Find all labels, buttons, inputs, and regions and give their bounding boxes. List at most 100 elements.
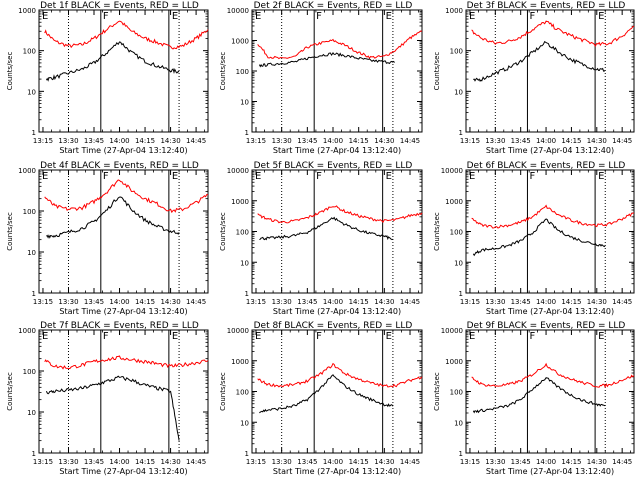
plot-frame — [38, 329, 209, 454]
x-tick-label: 13:45 — [297, 458, 317, 466]
interval-annotation: E — [598, 171, 604, 182]
y-tick-label: 100 — [236, 68, 249, 76]
x-tick-label: 14:45 — [186, 137, 206, 145]
x-tick-label: 14:15 — [135, 458, 155, 466]
interval-annotation: E — [469, 171, 475, 182]
x-tick-label: 14:45 — [186, 298, 206, 306]
chart-title: Det 7f BLACK = Events, RED = LLD — [40, 321, 199, 331]
interval-annotation: F — [529, 331, 535, 342]
series-lld-line — [471, 204, 635, 229]
y-tick-label: 10 — [240, 419, 249, 427]
x-tick-label: 13:15 — [33, 137, 53, 145]
x-axis-label: Start Time (27-Apr-04 13:12:40) — [486, 307, 614, 316]
x-tick-label: 13:45 — [84, 458, 104, 466]
interval-annotation: F — [316, 11, 322, 22]
y-tick-label: 1 — [459, 129, 463, 137]
x-tick-label: 14:15 — [561, 458, 581, 466]
y-tick-label: 10000 — [441, 327, 463, 335]
plot-frame — [465, 329, 635, 454]
x-tick-label: 14:00 — [323, 137, 343, 145]
y-axis-label: Counts/sec — [219, 212, 227, 251]
interval-annotation: E — [172, 171, 178, 182]
interval-annotation: F — [316, 331, 322, 342]
x-tick-label: 13:45 — [511, 458, 531, 466]
chart-title: Det 6f BLACK = Events, RED = LLD — [467, 161, 626, 171]
x-tick-label: 13:45 — [84, 137, 104, 145]
x-tick-label: 14:45 — [400, 137, 420, 145]
x-tick-label: 14:30 — [587, 298, 607, 306]
y-tick-label: 1000 — [445, 198, 463, 206]
series-events-line — [45, 375, 180, 441]
series-events-line — [259, 374, 394, 414]
plot-frame — [38, 9, 209, 133]
y-tick-label: 1000 — [445, 7, 463, 15]
panel-det-3: Det 3f BLACK = Events, RED = LLD Counts/s… — [433, 1, 635, 155]
x-tick-label: 13:30 — [485, 298, 505, 306]
y-tick-label: 100 — [236, 229, 249, 237]
x-axis-label: Start Time (27-Apr-04 13:12:40) — [59, 467, 187, 476]
x-tick-label: 14:30 — [374, 298, 394, 306]
y-tick-label: 100 — [450, 389, 463, 397]
interval-annotation: E — [386, 331, 392, 342]
x-tick-label: 14:15 — [135, 298, 155, 306]
y-axis-label: Counts/sec — [6, 212, 14, 251]
y-tick-label: 10 — [27, 409, 36, 417]
interval-annotation: E — [386, 11, 392, 22]
series-events-line — [46, 196, 180, 239]
series-lld-line — [257, 30, 423, 60]
x-tick-label: 13:15 — [460, 298, 480, 306]
interval-annotation: E — [469, 331, 475, 342]
x-tick-label: 13:45 — [511, 298, 531, 306]
interval-annotation: E — [386, 171, 392, 182]
series-events-line — [472, 377, 606, 414]
panel-det-4: Det 4f BLACK = Events, RED = LLD Counts/s… — [6, 161, 209, 316]
chart-title: Det 3f BLACK = Events, RED = LLD — [467, 1, 626, 11]
x-tick-label: 14:45 — [612, 137, 632, 145]
x-tick-label: 14:15 — [349, 458, 369, 466]
plot-frame — [38, 169, 209, 294]
interval-annotation: E — [172, 11, 178, 22]
interval-annotation: E — [172, 331, 178, 342]
interval-annotation: E — [42, 171, 48, 182]
x-tick-label: 14:00 — [536, 458, 556, 466]
x-tick-label: 14:45 — [400, 298, 420, 306]
x-axis-label: Start Time (27-Apr-04 13:12:40) — [273, 146, 401, 155]
x-tick-label: 13:45 — [297, 298, 317, 306]
interval-annotation: E — [598, 331, 604, 342]
interval-annotation: F — [529, 11, 535, 22]
x-axis-label: Start Time (27-Apr-04 13:12:40) — [273, 467, 401, 476]
y-tick-label: 10 — [240, 99, 249, 107]
x-tick-label: 14:30 — [160, 137, 180, 145]
y-axis-label: Counts/sec — [6, 372, 14, 411]
plot-frame — [251, 329, 423, 454]
y-tick-label: 10 — [454, 259, 463, 267]
x-tick-label: 13:30 — [272, 458, 292, 466]
y-tick-label: 1 — [245, 129, 249, 137]
x-tick-label: 13:30 — [58, 137, 78, 145]
x-tick-label: 14:30 — [374, 458, 394, 466]
y-tick-label: 10000 — [441, 167, 463, 175]
y-tick-label: 1000 — [18, 327, 36, 335]
y-tick-label: 1 — [245, 450, 249, 458]
y-tick-label: 1 — [32, 450, 36, 458]
x-tick-label: 13:15 — [460, 137, 480, 145]
series-events-line — [472, 218, 606, 257]
y-tick-label: 10 — [454, 88, 463, 96]
chart-title: Det 4f BLACK = Events, RED = LLD — [40, 161, 199, 171]
panel-det-2: Det 2f BLACK = Events, RED = LLD Counts/s… — [219, 1, 423, 155]
x-tick-label: 14:30 — [160, 298, 180, 306]
x-axis-label: Start Time (27-Apr-04 13:12:40) — [59, 146, 187, 155]
plot-frame — [251, 169, 423, 294]
interval-annotation: E — [255, 171, 261, 182]
interval-annotation: F — [103, 331, 109, 342]
y-tick-label: 100 — [23, 208, 36, 216]
plot-frame — [465, 9, 635, 133]
series-events-line — [259, 216, 393, 241]
y-tick-label: 1 — [459, 450, 463, 458]
y-tick-label: 1000 — [18, 167, 36, 175]
y-tick-label: 10000 — [227, 7, 249, 15]
x-tick-label: 13:15 — [246, 298, 266, 306]
x-tick-label: 14:30 — [160, 458, 180, 466]
y-tick-label: 1 — [32, 129, 36, 137]
y-tick-label: 10000 — [227, 167, 249, 175]
